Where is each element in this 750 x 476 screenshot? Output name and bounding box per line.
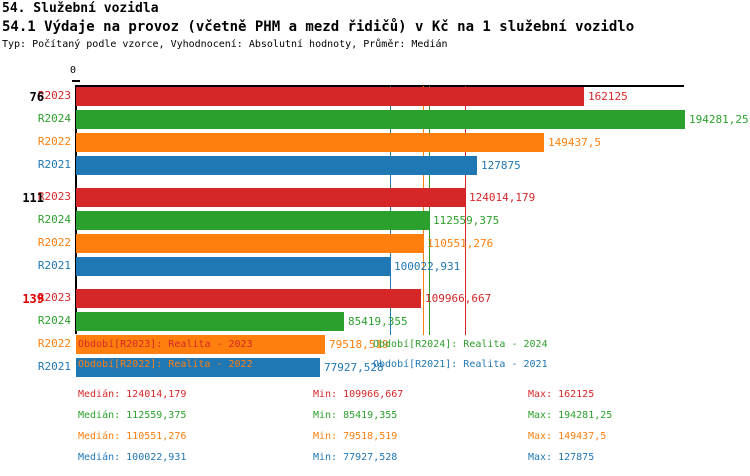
bar-r2021[interactable]: [76, 257, 390, 276]
bar-row-label-r2024: R2024: [37, 314, 71, 327]
bar-row-label-r2023: R2023: [37, 291, 71, 304]
bar-value-label: 85419,355: [348, 315, 408, 328]
bar-r2021[interactable]: [76, 358, 320, 377]
chart-bar-row: R2024 112559,375: [0, 211, 750, 230]
chart-bar-row: R2024 194281,25: [0, 110, 750, 129]
bar-row-label-r2021: R2021: [37, 360, 71, 373]
legend-item[interactable]: Období[R2021]: Realita - 2021: [373, 359, 548, 370]
chart-bar-row: R2022 149437,5: [0, 133, 750, 152]
axis-zero-tick: [72, 80, 80, 82]
stat-median: Medián: 112559,375: [78, 410, 187, 421]
stat-median: Medián: 110551,276: [78, 431, 187, 442]
bar-row-label-r2022: R2022: [37, 236, 71, 249]
bar-value-label: 79518,519: [329, 338, 389, 351]
median-line-r2021: [390, 86, 391, 335]
bar-row-label-r2024: R2024: [37, 112, 71, 125]
legend-item[interactable]: Období[R2024]: Realita - 2024: [373, 339, 548, 350]
stat-min: Min: 85419,355: [313, 410, 398, 421]
stat-min: Min: 77927,528: [313, 452, 398, 463]
bar-row-label-r2022: R2022: [37, 337, 71, 350]
median-line-r2023: [465, 86, 466, 335]
median-line-r2024: [429, 86, 430, 335]
stat-median: Medián: 124014,179: [78, 389, 187, 400]
bar-r2024[interactable]: [76, 110, 685, 129]
bar-row-label-r2021: R2021: [37, 158, 71, 171]
legend-item[interactable]: Období[R2022]: Realita - 2022: [78, 359, 253, 370]
bar-value-label: 77927,528: [324, 361, 384, 374]
page-title: 54. Služební vozidla: [2, 1, 159, 16]
group-label-76: 76: [29, 90, 44, 104]
statistics-block: Medián: 124014,179 Min: 109966,667 Max: 16…: [0, 386, 750, 476]
chart-bar-row: R2021 77927,528: [0, 358, 750, 377]
bar-r2022[interactable]: [76, 335, 325, 354]
stat-max: Max: 162125: [528, 389, 595, 400]
chart-bar-row: R2022 110551,276: [0, 234, 750, 253]
bar-r2023[interactable]: [76, 87, 584, 106]
bar-row-label-r2024: R2024: [37, 213, 71, 226]
stat-min: Min: 109966,667: [313, 389, 404, 400]
bar-row-label-r2023: R2023: [37, 190, 71, 203]
chart-title: 54.1 Výdaje na provoz (včetně PHM a mezd…: [2, 19, 635, 35]
group-label-139: 139: [22, 292, 44, 306]
bar-row-label-r2023: R2023: [37, 89, 71, 102]
chart-bar-row: R2024 85419,355: [0, 312, 750, 331]
chart-bar-row: R2023 162125: [0, 87, 750, 106]
bar-value-label: 194281,25: [689, 113, 749, 126]
chart-bar-row: R2023 109966,667: [0, 289, 750, 308]
bar-value-label: 162125: [588, 90, 628, 103]
bar-r2022[interactable]: [76, 234, 423, 253]
group-label-111: 111: [22, 191, 44, 205]
legend-item[interactable]: Období[R2023]: Realita - 2023: [78, 339, 253, 350]
bar-row-label-r2021: R2021: [37, 259, 71, 272]
chart-meta-line: Typ: Počítaný podle vzorce, Vyhodnocení:…: [2, 39, 448, 50]
bar-r2024[interactable]: [76, 312, 344, 331]
chart-bar-row: R2021 100022,931: [0, 257, 750, 276]
stat-max: Max: 149437,5: [528, 431, 607, 442]
stat-median: Medián: 100022,931: [78, 452, 187, 463]
bar-r2024[interactable]: [76, 211, 429, 230]
stat-max: Max: 194281,25: [528, 410, 613, 421]
bar-value-label: 112559,375: [433, 214, 500, 227]
stat-max: Max: 127875: [528, 452, 595, 463]
bar-value-label: 127875: [481, 159, 521, 172]
bar-r2021[interactable]: [76, 156, 477, 175]
bar-r2023[interactable]: [76, 289, 421, 308]
axis-top-line: [75, 85, 684, 87]
axis-vertical-line: [75, 86, 77, 334]
bar-value-label: 110551,276: [427, 237, 494, 250]
plot-area: 0 R2023 162125 R2024 194281,25 R2022 149437,5…: [0, 60, 750, 377]
bar-row-label-r2022: R2022: [37, 135, 71, 148]
chart-legend: Období[R2023]: Realita - 2023 Období[R202…: [0, 336, 750, 378]
bar-r2023[interactable]: [76, 188, 465, 207]
chart-bar-row: R2023 124014,179: [0, 188, 750, 207]
bar-value-label: 124014,179: [469, 191, 536, 204]
bar-value-label: 109966,667: [425, 292, 492, 305]
stat-min: Min: 79518,519: [313, 431, 398, 442]
bar-r2022[interactable]: [76, 133, 544, 152]
median-line-r2022: [423, 86, 424, 335]
bar-value-label: 100022,931: [394, 260, 461, 273]
axis-zero-label: 0: [70, 65, 77, 76]
bar-value-label: 149437,5: [548, 136, 601, 149]
chart-bar-row: R2021 127875: [0, 156, 750, 175]
chart-bar-row: R2022 79518,519: [0, 335, 750, 354]
